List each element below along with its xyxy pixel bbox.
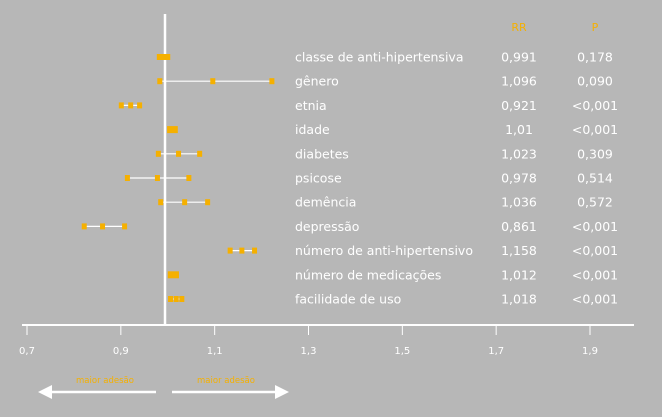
rr-value: 0,978 <box>501 171 537 186</box>
row-label: classe de anti-hipertensiva <box>295 50 463 65</box>
point-estimate <box>100 223 106 230</box>
ci-low-marker <box>227 247 233 254</box>
x-tick-label: 1,1 <box>207 346 223 357</box>
row-label: número de anti-hipertensivo <box>295 243 473 258</box>
row-label: demência <box>295 195 356 210</box>
right-arrow-head <box>275 385 289 399</box>
p-value: 0,178 <box>577 50 613 65</box>
row-label: idade <box>295 122 330 137</box>
x-tick-label: 0,7 <box>19 346 35 357</box>
rr-value: 1,01 <box>505 122 533 137</box>
left-arrow-head <box>38 385 52 399</box>
rr-value: 1,158 <box>501 243 537 258</box>
x-tick-label: 1,5 <box>394 346 410 357</box>
row-label: diabetes <box>295 146 349 161</box>
ci-low-marker <box>168 296 174 302</box>
ci-high-marker <box>179 296 185 302</box>
rr-value: 0,991 <box>501 50 537 65</box>
point-estimate <box>176 150 182 157</box>
ci-high-marker <box>197 150 203 157</box>
ci-high-marker <box>252 247 258 254</box>
row-label: etnia <box>295 98 327 113</box>
p-value: <0,001 <box>572 122 618 137</box>
point-estimate <box>128 102 134 109</box>
x-tick-label: 1,3 <box>301 346 317 357</box>
p-value: <0,001 <box>572 267 618 282</box>
p-value: <0,001 <box>572 98 618 113</box>
ci-low-marker <box>155 150 161 157</box>
p-value: <0,001 <box>572 243 618 258</box>
point-estimate <box>161 54 167 60</box>
ci-low-marker <box>118 102 124 109</box>
row-label: gênero <box>295 74 339 89</box>
point-estimate <box>182 199 188 206</box>
p-value: 0,309 <box>577 146 613 161</box>
row-label: depressão <box>295 219 359 234</box>
x-tick-label: 0,9 <box>113 346 129 357</box>
row-label: número de medicações <box>295 267 441 282</box>
point-estimate <box>239 247 245 254</box>
row-label: facilidade de uso <box>295 292 401 307</box>
row-label: psicose <box>295 171 342 186</box>
point-estimate <box>173 296 179 302</box>
p-value: <0,001 <box>572 219 618 234</box>
ci-high-marker <box>269 78 275 85</box>
right-arrow-label: maior adesão <box>197 376 255 386</box>
p-value: 0,090 <box>577 74 613 89</box>
point-estimate <box>167 271 179 279</box>
ci-high-marker <box>186 175 192 181</box>
p-value: <0,001 <box>572 292 618 307</box>
point-estimate <box>210 78 216 85</box>
ci-low-marker <box>81 223 87 230</box>
rr-value: 1,096 <box>501 74 537 89</box>
ci-low-marker <box>158 199 164 206</box>
rr-value: 0,861 <box>501 219 537 234</box>
point-estimate <box>167 126 178 134</box>
ci-high-marker <box>122 223 128 230</box>
left-arrow-label: maior adesão <box>76 376 134 386</box>
p-column-header: P <box>592 21 599 34</box>
point-estimate <box>154 175 160 181</box>
x-tick-label: 1,9 <box>582 346 598 357</box>
p-value: 0,514 <box>577 171 613 186</box>
ci-low-marker <box>156 54 162 60</box>
x-tick-label: 1,7 <box>488 346 504 357</box>
p-value: 0,572 <box>577 195 613 210</box>
rr-column-header: RR <box>511 21 527 34</box>
ci-low-marker <box>157 78 163 85</box>
ci-high-marker <box>165 54 171 60</box>
ci-low-marker <box>124 175 130 181</box>
rr-value: 1,036 <box>501 195 537 210</box>
rr-value: 0,921 <box>501 98 537 113</box>
rr-value: 1,018 <box>501 292 537 307</box>
rr-value: 1,012 <box>501 267 537 282</box>
rr-value: 1,023 <box>501 146 537 161</box>
ci-high-marker <box>137 102 143 109</box>
ci-high-marker <box>205 199 211 206</box>
